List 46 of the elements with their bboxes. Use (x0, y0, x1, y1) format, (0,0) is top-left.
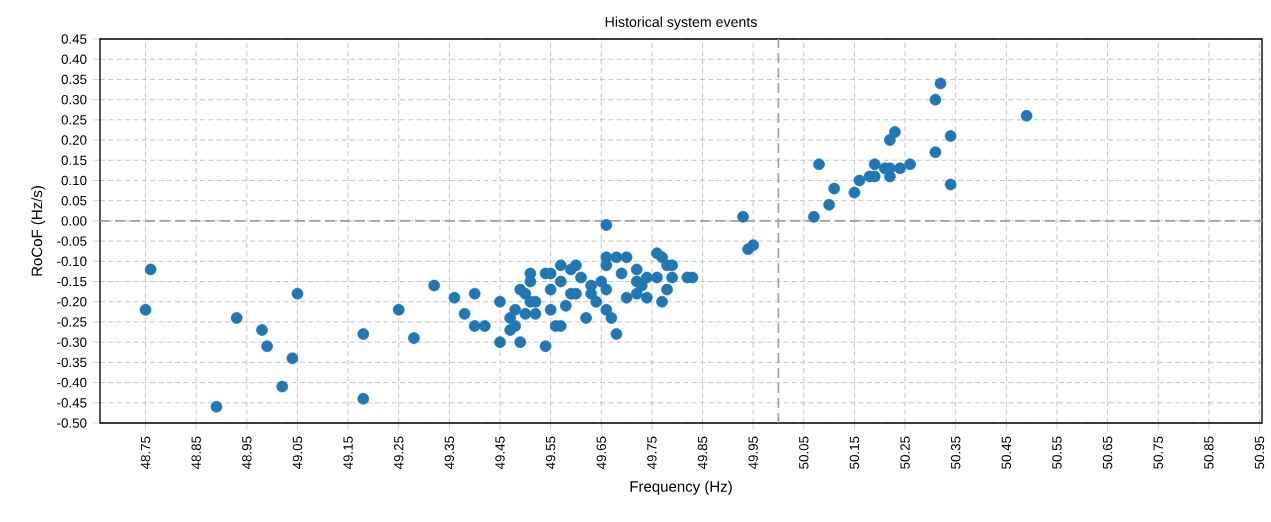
x-tick-label: 49.45 (495, 436, 505, 470)
y-tick-label: -0.30 (57, 337, 87, 347)
chart-title: Historical system events (605, 16, 757, 30)
x-tick-label: 50.75 (1153, 436, 1163, 469)
y-tick-label: -0.25 (57, 317, 87, 327)
y-tick-label: -0.05 (57, 236, 87, 246)
x-tick-label: 48.75 (140, 436, 151, 470)
x-tick-label: 49.15 (343, 436, 353, 470)
x-tick-label: 49.95 (748, 436, 758, 470)
x-tick-label: 49.65 (596, 436, 606, 470)
x-tick-label: 50.45 (1001, 436, 1012, 469)
y-tick-label: 0.30 (61, 94, 87, 105)
x-tick-label: 50.95 (1254, 436, 1265, 469)
y-axis-title: RoCoF (Hz/s) (31, 186, 46, 276)
x-tick-label: 50.35 (950, 436, 961, 469)
y-tick-label: 0.15 (61, 155, 87, 165)
x-tick-label: 49.25 (394, 436, 404, 470)
x-tick-label: 50.05 (799, 436, 809, 469)
x-axis-title: Frequency (Hz) (630, 480, 732, 495)
y-tick-label: -0.10 (57, 256, 87, 267)
y-tick-label: 0.45 (61, 34, 87, 44)
y-tick-label: 0.35 (61, 74, 87, 85)
x-tick-label: 49.85 (697, 436, 708, 470)
y-tick-label: -0.35 (57, 357, 87, 368)
x-tick-label: 48.85 (191, 436, 201, 470)
y-tick-label: -0.20 (57, 297, 87, 307)
y-tick-label: -0.40 (57, 377, 87, 388)
x-tick-label: 48.95 (242, 436, 252, 470)
y-tick-label: 0.40 (61, 54, 87, 64)
y-tick-label: 0.20 (61, 135, 87, 145)
x-tick-label: 50.25 (900, 436, 910, 469)
x-tick-label: 50.15 (849, 436, 860, 469)
x-tick-label: 49.35 (444, 436, 455, 470)
y-tick-label: 0.10 (61, 175, 87, 186)
y-tick-label: 0.25 (61, 115, 87, 125)
y-tick-label: 0.00 (61, 216, 87, 226)
x-tick-label: 50.85 (1204, 436, 1214, 469)
y-tick-label: -0.15 (57, 276, 87, 287)
y-tick-label: -0.45 (57, 398, 87, 408)
y-tick-label: -0.50 (57, 418, 87, 428)
x-tick-label: 49.75 (647, 436, 657, 470)
x-tick-label: 49.05 (292, 436, 303, 470)
x-tick-label: 50.65 (1102, 436, 1113, 469)
x-tick-label: 49.55 (545, 436, 556, 470)
y-tick-label: 0.05 (61, 195, 87, 206)
x-tick-label: 50.55 (1052, 436, 1062, 469)
